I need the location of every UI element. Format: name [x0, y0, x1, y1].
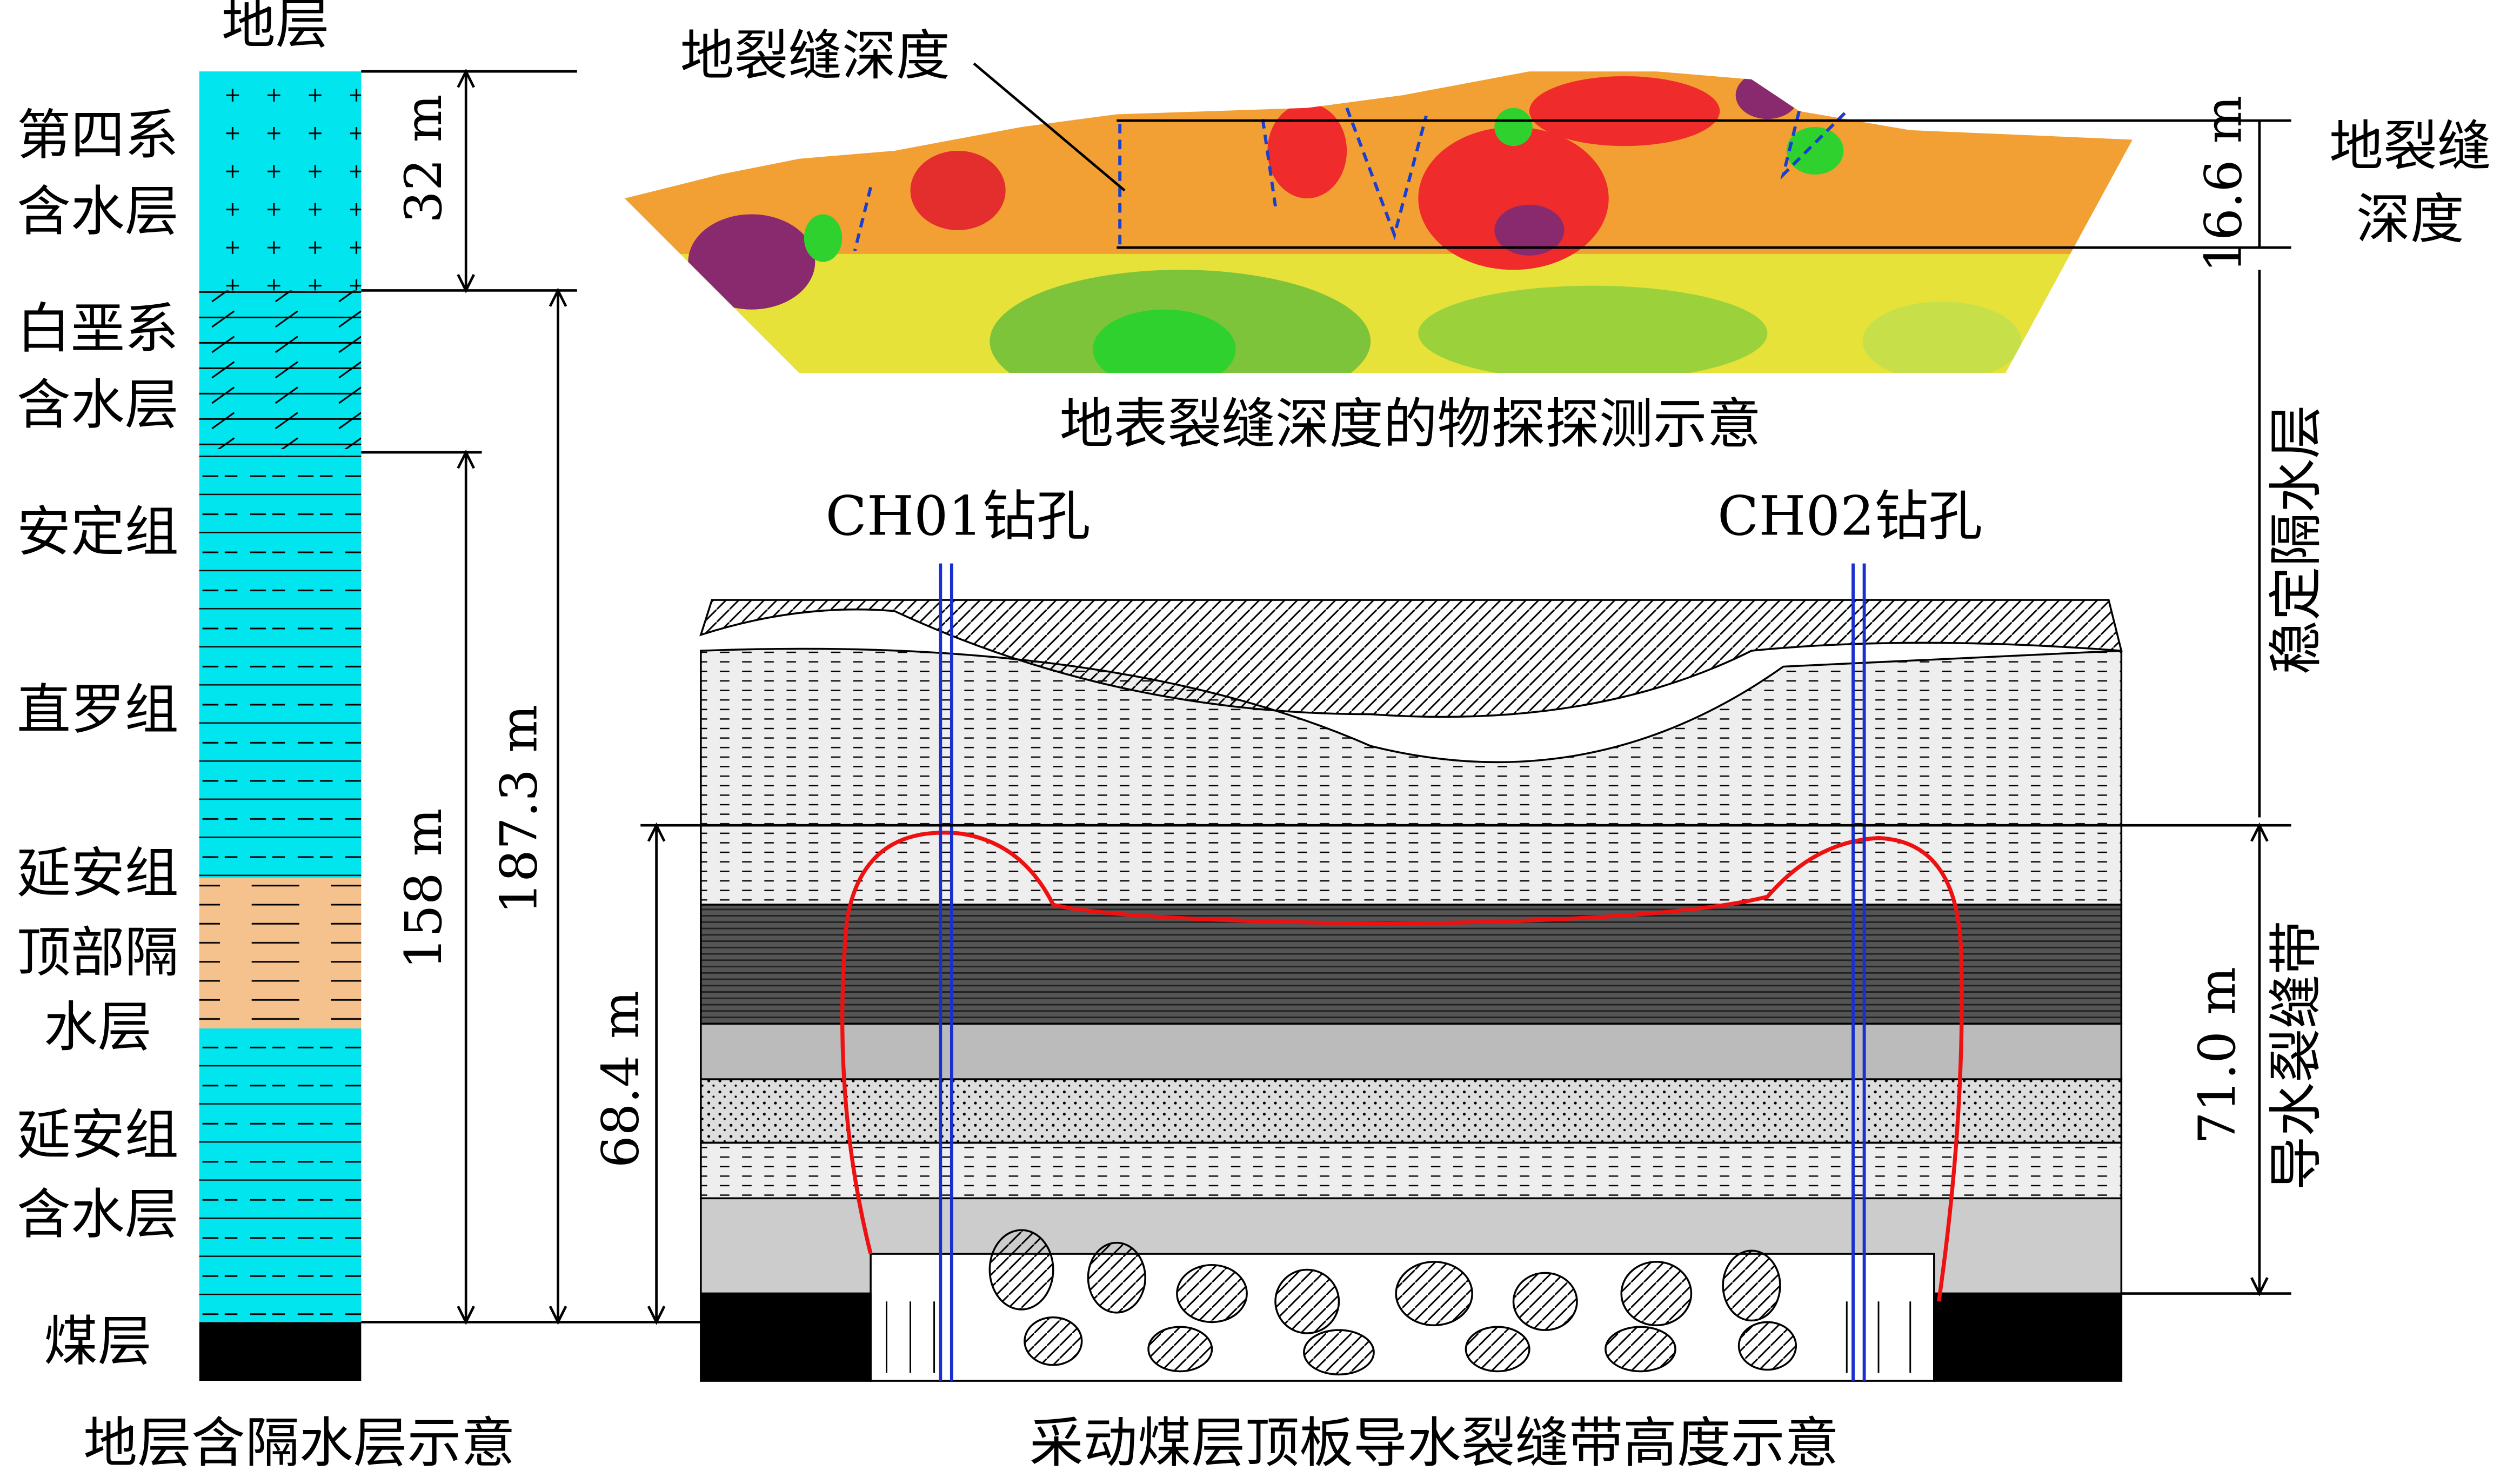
layer-pattern: [199, 878, 362, 1029]
layer-pattern: [199, 290, 362, 450]
column-caption: 地层含隔水层示意: [83, 1411, 515, 1474]
layer-label: 水层: [44, 995, 152, 1059]
layer-label: 安定组: [17, 500, 179, 564]
layer-label: 延安组: [17, 841, 179, 905]
zone-label: 深度: [2356, 188, 2464, 251]
layer-pattern: [199, 71, 362, 291]
layer-label: 第四系: [17, 103, 179, 166]
mining-section: [699, 599, 2123, 1382]
profile-label: 地裂缝深度: [680, 24, 950, 88]
layer-pattern: [199, 1028, 362, 1322]
dimension-label: 187.3 m: [490, 705, 549, 914]
zone-label: 稳定隔水层: [2264, 405, 2328, 674]
strata-column: [199, 71, 362, 1381]
borehole-label: CH02钻孔: [1717, 484, 1982, 547]
zone-label: 地裂缝: [2329, 115, 2491, 178]
profile-caption: 地表裂缝深度的物探探测示意: [1060, 392, 1761, 456]
layer-labels: 第四系 含水层 白垩系 含水层 安定组 直罗组 延安组 顶部隔 水层 延安组 含…: [17, 103, 179, 1373]
fracture-envelope: [840, 831, 1964, 1302]
geophysical-profile: [624, 71, 2133, 373]
layer-label: 含水层: [17, 179, 179, 243]
layer-label: 直罗组: [17, 678, 179, 741]
section-caption: 采动煤层顶板导水裂缝带高度示意: [1030, 1411, 1839, 1474]
dimension-lines: [361, 68, 704, 1325]
boreholes: [939, 563, 1866, 1381]
borehole-label: CH01钻孔: [826, 484, 1091, 547]
layer-label: 顶部隔: [17, 921, 179, 984]
zone-label: 导水裂缝带: [2264, 920, 2328, 1190]
layer-label: 白垩系: [17, 297, 179, 360]
layer-label: 煤层: [44, 1309, 152, 1373]
profile-lines: [973, 62, 2291, 818]
dimension-label: 32 m: [395, 94, 453, 223]
column-header: 地层: [222, 0, 330, 56]
dimension-label: 68.4 m: [591, 991, 650, 1168]
layer-label: 含水层: [17, 1183, 179, 1246]
layer-pattern: [199, 449, 362, 878]
coal-seam: [199, 1322, 362, 1381]
layer-label: 延安组: [17, 1104, 179, 1167]
layer-label: 含水层: [17, 373, 179, 437]
dimension-label: 158 m: [395, 808, 453, 969]
dimension-label: 16.6 m: [2195, 96, 2254, 273]
dimension-label: 71.0 m: [2188, 967, 2247, 1144]
dimension-lines: [640, 822, 2291, 1296]
